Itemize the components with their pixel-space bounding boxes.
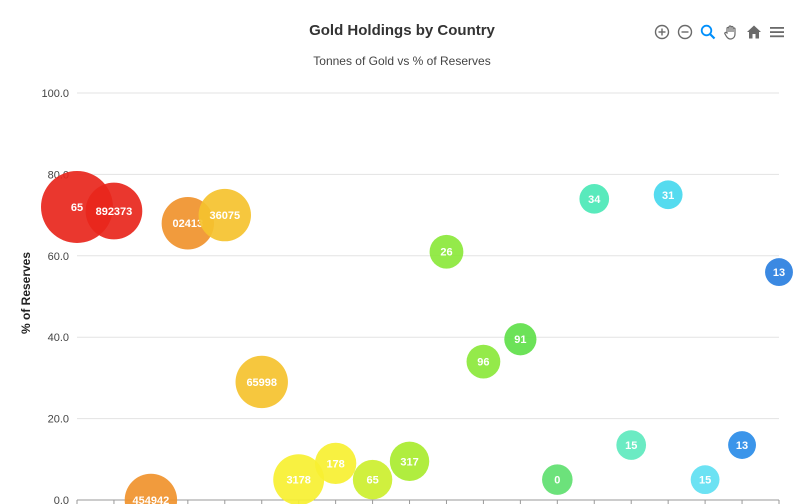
- bubble-label: 65998: [246, 377, 277, 389]
- bubble-label: 96: [477, 357, 489, 369]
- bubble-point[interactable]: 13: [728, 431, 756, 459]
- bubble-marker[interactable]: [466, 344, 501, 379]
- bubble-marker[interactable]: [765, 258, 793, 287]
- bubble-label: 15: [699, 475, 711, 487]
- bubble-marker[interactable]: [728, 431, 756, 459]
- bubble-label: 34: [588, 194, 601, 206]
- bubble-marker[interactable]: [389, 441, 430, 482]
- bubble-point[interactable]: 96: [466, 344, 501, 379]
- bubble-label: 02413: [173, 218, 204, 230]
- bubble-point[interactable]: 178: [314, 442, 357, 485]
- bubble-label: 317: [400, 456, 418, 468]
- bubble-marker[interactable]: [124, 473, 178, 504]
- bubble-label: 26: [440, 247, 452, 259]
- bubble-label: 454942: [133, 495, 170, 504]
- zoom-select-icon[interactable]: [698, 22, 718, 42]
- bubble-point[interactable]: 36075: [198, 188, 251, 242]
- bubble-marker[interactable]: [314, 442, 357, 485]
- bubble-marker[interactable]: [352, 459, 393, 500]
- bubble-point[interactable]: 13: [765, 258, 793, 287]
- bubble-label: 65: [366, 475, 378, 487]
- bubble-label: 892373: [96, 206, 133, 218]
- bubble-label: 15: [625, 440, 637, 452]
- bubble-label: 65: [71, 202, 83, 214]
- chart-title: Gold Holdings by Country: [309, 22, 495, 39]
- bubble-marker[interactable]: [690, 465, 720, 495]
- bubble-marker[interactable]: [429, 234, 464, 269]
- bubble-label: 36075: [209, 210, 240, 222]
- bubble-marker[interactable]: [235, 355, 288, 409]
- y-tick-label: 60.0: [48, 251, 69, 263]
- bubble-point[interactable]: 15: [690, 465, 720, 495]
- home-icon[interactable]: [744, 22, 764, 42]
- bubble-marker[interactable]: [273, 454, 325, 504]
- chart-toolbar: [652, 22, 787, 44]
- bubble-label: 0: [554, 475, 560, 487]
- y-axis-label: % of Reserves: [19, 252, 33, 334]
- bubble-point[interactable]: 31: [653, 180, 683, 210]
- bubble-point[interactable]: 91: [504, 323, 537, 356]
- pan-icon[interactable]: [721, 22, 741, 42]
- bubble-series: 65 892373 02413 36075 65998 454942 3178 178 65 31…: [41, 170, 793, 504]
- chart-subtitle: Tonnes of Gold vs % of Reserves: [313, 54, 491, 68]
- bubble-point[interactable]: 454942: [124, 473, 178, 504]
- bubble-point[interactable]: 15: [616, 430, 647, 460]
- bubble-label: 13: [773, 267, 785, 279]
- bubble-label: 178: [326, 458, 344, 470]
- bubble-point[interactable]: 26: [429, 234, 464, 269]
- bubble-label: 31: [662, 190, 674, 202]
- bubble-marker[interactable]: [198, 188, 251, 242]
- bubble-point[interactable]: 34: [579, 183, 610, 214]
- bubble-label: 3178: [286, 475, 310, 487]
- bubble-marker[interactable]: [579, 183, 610, 214]
- bubble-marker[interactable]: [504, 323, 537, 356]
- zoom-in-icon[interactable]: [652, 22, 672, 42]
- bubble-marker[interactable]: [653, 180, 683, 210]
- bubble-point[interactable]: 65: [352, 459, 393, 500]
- bubble-point[interactable]: 65998: [235, 355, 288, 409]
- y-tick-label: 20.0: [48, 414, 69, 426]
- y-tick-label: 40.0: [48, 332, 69, 344]
- y-tick-label: 0.0: [54, 495, 69, 504]
- menu-icon[interactable]: [767, 22, 787, 42]
- bubble-point[interactable]: 0: [542, 464, 573, 495]
- bubble-point[interactable]: 317: [389, 441, 430, 482]
- bubble-point[interactable]: 892373: [85, 182, 143, 240]
- y-tick-label: 100.0: [41, 88, 69, 100]
- grid-lines: [77, 92, 779, 501]
- bubble-marker[interactable]: [542, 464, 573, 495]
- bubble-marker[interactable]: [85, 182, 143, 240]
- bubble-marker[interactable]: [616, 430, 647, 460]
- bubble-point[interactable]: 3178: [273, 454, 325, 504]
- bubble-label: 13: [736, 440, 748, 452]
- zoom-out-icon[interactable]: [675, 22, 695, 42]
- bubble-label: 91: [514, 334, 526, 346]
